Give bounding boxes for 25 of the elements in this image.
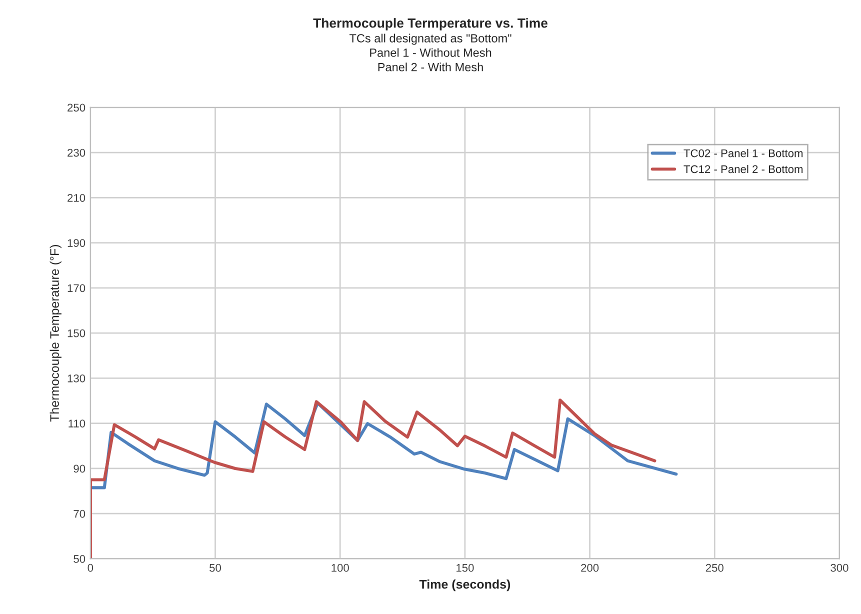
chart-title: Thermocouple Termperature vs. Time [313,18,548,30]
chart-subtitle: TCs all designated as "Bottom" Panel 1 - Without Mesh Panel 2 - With Mesh [349,34,512,72]
y-tick-label: 250 [68,104,86,112]
legend-label: TC02 - Panel 1 - Bottom [684,149,803,158]
x-tick-label: 200 [581,564,599,572]
x-tick-label: 50 [210,564,221,572]
y-tick-label: 210 [68,194,86,202]
y-tick-label: 190 [68,239,86,247]
y-tick-label: 230 [68,148,86,157]
x-tick-label: 100 [332,564,349,572]
x-tick-label: 250 [706,564,724,572]
y-tick-label: 90 [74,464,86,473]
y-tick-label: 150 [68,329,86,338]
y-tick-label: 110 [68,420,86,428]
y-tick-label: 50 [74,555,86,563]
y-axis-title: Thermocouple Temperature (°F) [50,244,62,422]
legend-label: TC12 - Panel 2 - Bottom [684,164,803,174]
x-tick-label: 300 [830,564,848,572]
y-tick-label: 130 [68,374,86,382]
x-tick-label: 0 [88,564,94,572]
y-tick-label: 170 [68,284,86,292]
x-axis-title: Time (seconds) [419,580,510,592]
line-series [90,398,656,559]
x-tick-label: 150 [456,564,474,572]
y-tick-label: 70 [74,510,86,518]
